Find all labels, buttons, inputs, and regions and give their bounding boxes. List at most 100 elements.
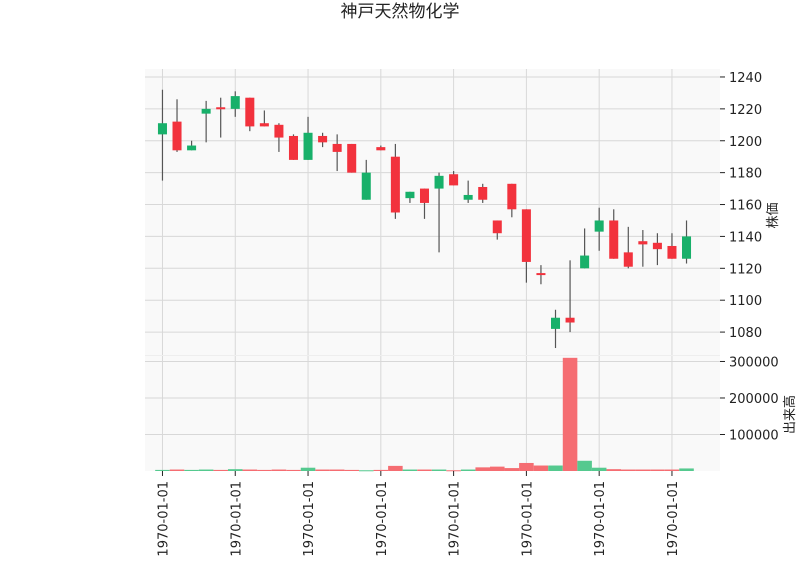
candle-body (550, 317, 561, 329)
candle-body (390, 156, 400, 213)
x-tick-label: 1970-01-01 (375, 481, 390, 557)
volume-bar (504, 468, 520, 471)
price-axis-label: 株価 (766, 202, 781, 228)
price-tick-label: 1200 (729, 135, 762, 150)
volume-bar (213, 469, 228, 471)
candle-body (172, 121, 182, 151)
candle-body (682, 236, 692, 259)
candle-body (434, 175, 444, 189)
volume-bar (286, 469, 301, 471)
volume-bar (271, 469, 287, 471)
price-tick-label: 1120 (729, 262, 762, 277)
candle-body (332, 143, 342, 152)
price-plot-area (145, 69, 720, 356)
volume-bar (490, 466, 505, 471)
candle-body (623, 252, 633, 267)
volume-tick-label: 300000 (729, 355, 779, 370)
volume-bar (679, 468, 694, 471)
volume-panel: 100000 200000 300000 (145, 355, 779, 472)
price-tick-label: 1160 (729, 199, 762, 214)
candle-body (187, 145, 197, 151)
candle-body (609, 220, 619, 259)
x-tick-label: 1970-01-01 (156, 481, 171, 557)
volume-bar (184, 469, 199, 471)
candle-body (594, 220, 604, 232)
volume-bar (329, 469, 345, 471)
candle-body (347, 143, 357, 173)
volume-bar (388, 465, 403, 471)
volume-bar (344, 469, 359, 471)
volume-bar (460, 469, 476, 471)
volume-axis-label: 出来高 (782, 395, 798, 434)
volume-bar (402, 469, 418, 471)
candle-body (376, 147, 386, 151)
candle-body (492, 220, 502, 234)
candle-body (463, 194, 473, 200)
x-axis: 1970-01-01 1970-01-01 1970-01-01 1970-01-01… (156, 471, 681, 557)
candle-body (303, 132, 313, 160)
x-tick-label: 1970-01-01 (666, 481, 681, 557)
price-tick-label: 1100 (729, 294, 762, 309)
candle-body (216, 107, 226, 110)
x-tick-label: 1970-01-01 (229, 481, 244, 557)
candle-body (318, 135, 328, 143)
candle-body (361, 172, 371, 200)
volume-bar (446, 470, 461, 472)
volume-bar (417, 469, 432, 471)
candle-body (667, 245, 677, 259)
candle-body (536, 273, 546, 276)
candle-body (478, 186, 488, 200)
volume-bar (315, 469, 330, 471)
candle-body (274, 124, 284, 138)
volume-bar (358, 470, 374, 472)
volume-bar (606, 469, 622, 471)
volume-bar (664, 469, 680, 471)
volume-bar (621, 469, 636, 471)
volume-bar (548, 465, 563, 471)
volume-bar (650, 469, 665, 471)
candle-body (419, 188, 430, 203)
candle-body (405, 191, 415, 199)
candle-body (230, 96, 240, 109)
volume-plot-area (145, 356, 720, 471)
volume-bar (475, 467, 490, 471)
candle-body (565, 317, 575, 323)
candle-body (580, 255, 590, 269)
price-tick-label: 1220 (729, 103, 762, 118)
x-tick-label: 1970-01-01 (593, 481, 608, 557)
candle-body (157, 123, 167, 135)
volume-bar (533, 465, 549, 471)
chart-title: 神戸天然物化学 (341, 2, 460, 22)
volume-tick-label: 100000 (729, 428, 779, 443)
candle-body (449, 174, 459, 186)
volume-bar (373, 469, 389, 471)
volume-bar (577, 460, 592, 471)
volume-bar (155, 469, 170, 471)
candle-body (652, 242, 662, 250)
volume-bar (257, 469, 272, 471)
price-panel: 1080 1100 1120 1140 1160 1180 1200 1220 1240 (145, 69, 762, 357)
x-tick-label: 1970-01-01 (520, 481, 535, 557)
x-tick-label: 1970-01-01 (448, 481, 463, 557)
volume-bar (227, 469, 243, 471)
volume-bar (519, 462, 534, 471)
candle-body (638, 241, 648, 245)
volume-bar (169, 469, 185, 471)
price-tick-label: 1080 (729, 326, 762, 341)
price-tick-label: 1180 (729, 167, 762, 182)
volume-bar (562, 357, 578, 471)
volume-bar (635, 469, 651, 471)
volume-tick-label: 200000 (729, 392, 779, 407)
volume-bar (198, 469, 214, 471)
candle-body (245, 97, 255, 127)
price-tick-label: 1140 (729, 230, 762, 245)
candle-body (259, 123, 269, 127)
candle-body (288, 135, 298, 160)
volume-bar (591, 467, 607, 471)
price-tick-label: 1240 (729, 71, 762, 86)
x-tick-label: 1970-01-01 (302, 481, 317, 557)
candle-body (521, 209, 531, 262)
candle-body (507, 183, 517, 210)
candle-body (201, 108, 211, 114)
